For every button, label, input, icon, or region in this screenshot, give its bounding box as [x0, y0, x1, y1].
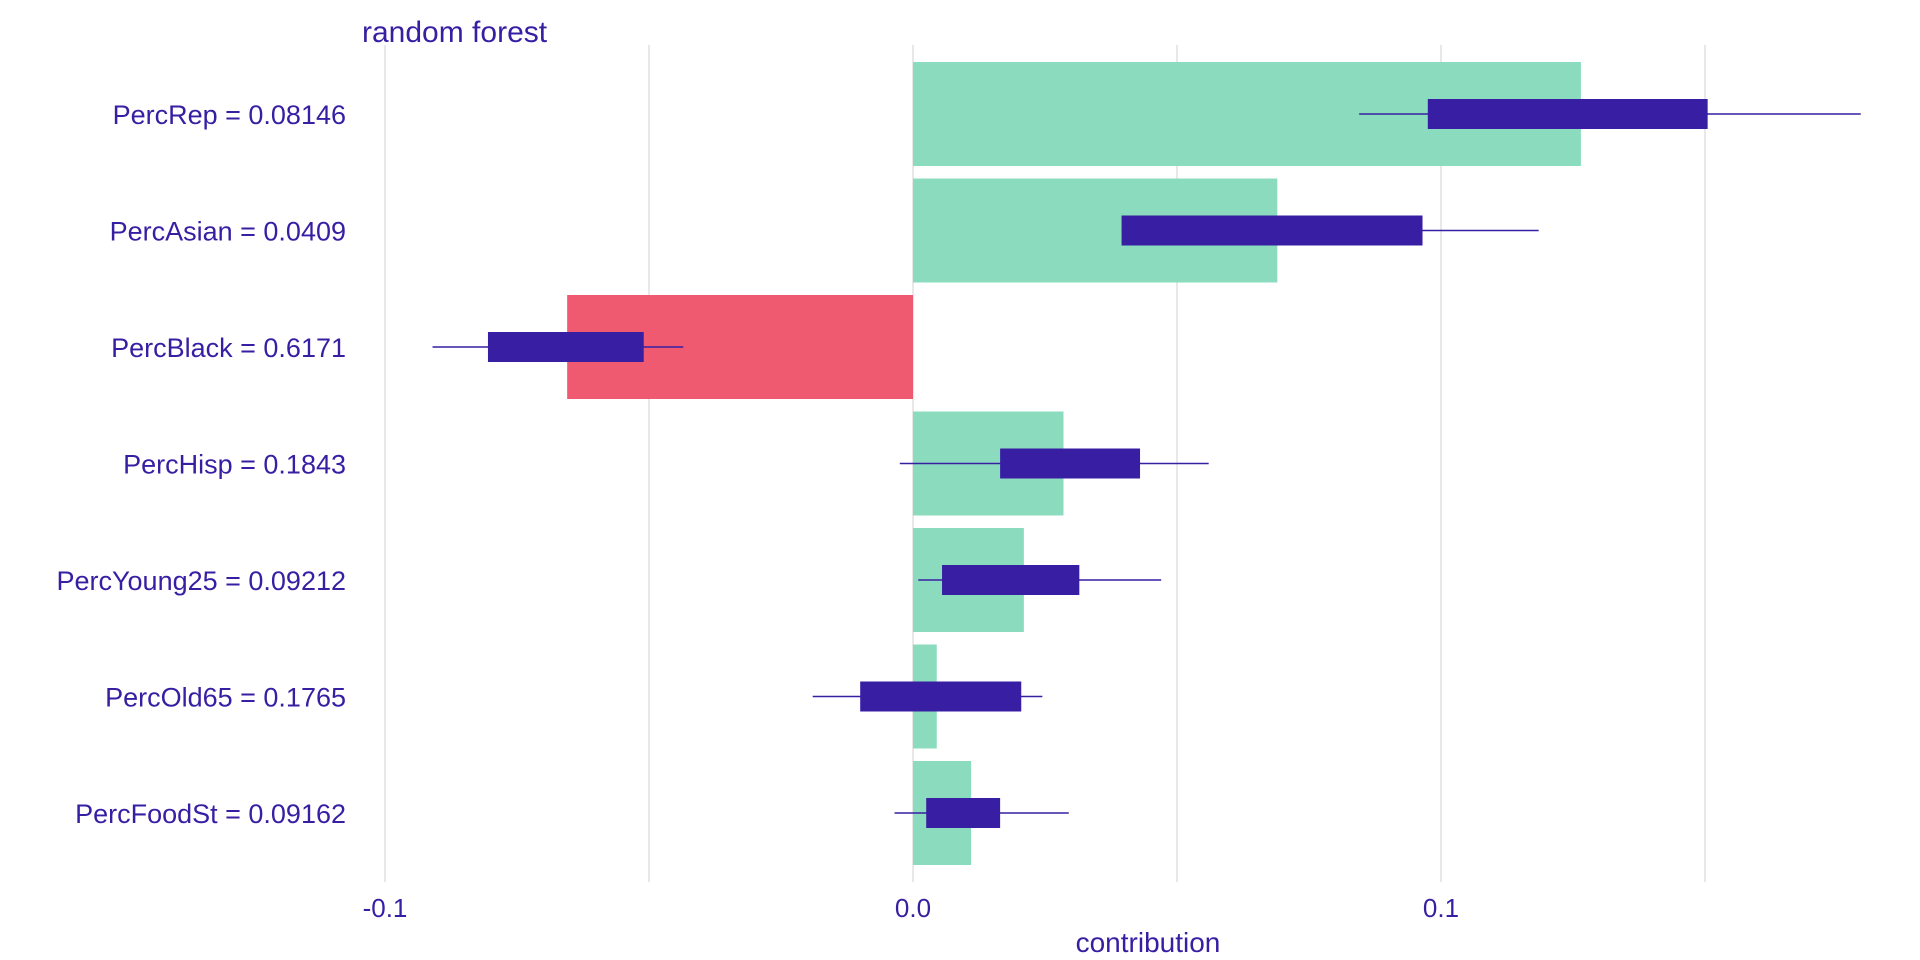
feature-label: PercAsian = 0.0409 — [110, 217, 346, 247]
boxplot-box — [942, 565, 1080, 595]
chart-title: random forest — [362, 16, 548, 49]
boxplot-box — [926, 798, 1001, 828]
boxplot-box — [1121, 215, 1423, 246]
boxplot-box — [1427, 99, 1708, 129]
x-tick-label: 0.1 — [1423, 893, 1459, 923]
feature-labels: PercRep = 0.08146 PercAsian = 0.0409 PercB… — [56, 100, 346, 829]
x-tick-label: 0.0 — [895, 893, 931, 923]
x-axis-title: contribution — [1076, 927, 1221, 958]
x-tick-labels: -0.1 0.0 0.1 — [363, 893, 1459, 923]
x-tick-label: -0.1 — [363, 893, 408, 923]
feature-label: PercFoodSt = 0.09162 — [75, 799, 346, 829]
feature-label: PercHisp = 0.1843 — [123, 450, 346, 480]
boxplot-box — [487, 332, 644, 362]
boxplot-box — [1000, 448, 1141, 479]
boxplot-box — [860, 681, 1022, 712]
feature-label: PercRep = 0.08146 — [113, 100, 346, 130]
feature-label: PercYoung25 = 0.09212 — [56, 566, 346, 596]
boxplots — [432, 99, 1861, 828]
feature-label: PercOld65 = 0.1765 — [105, 683, 346, 713]
feature-label: PercBlack = 0.6171 — [111, 333, 346, 363]
